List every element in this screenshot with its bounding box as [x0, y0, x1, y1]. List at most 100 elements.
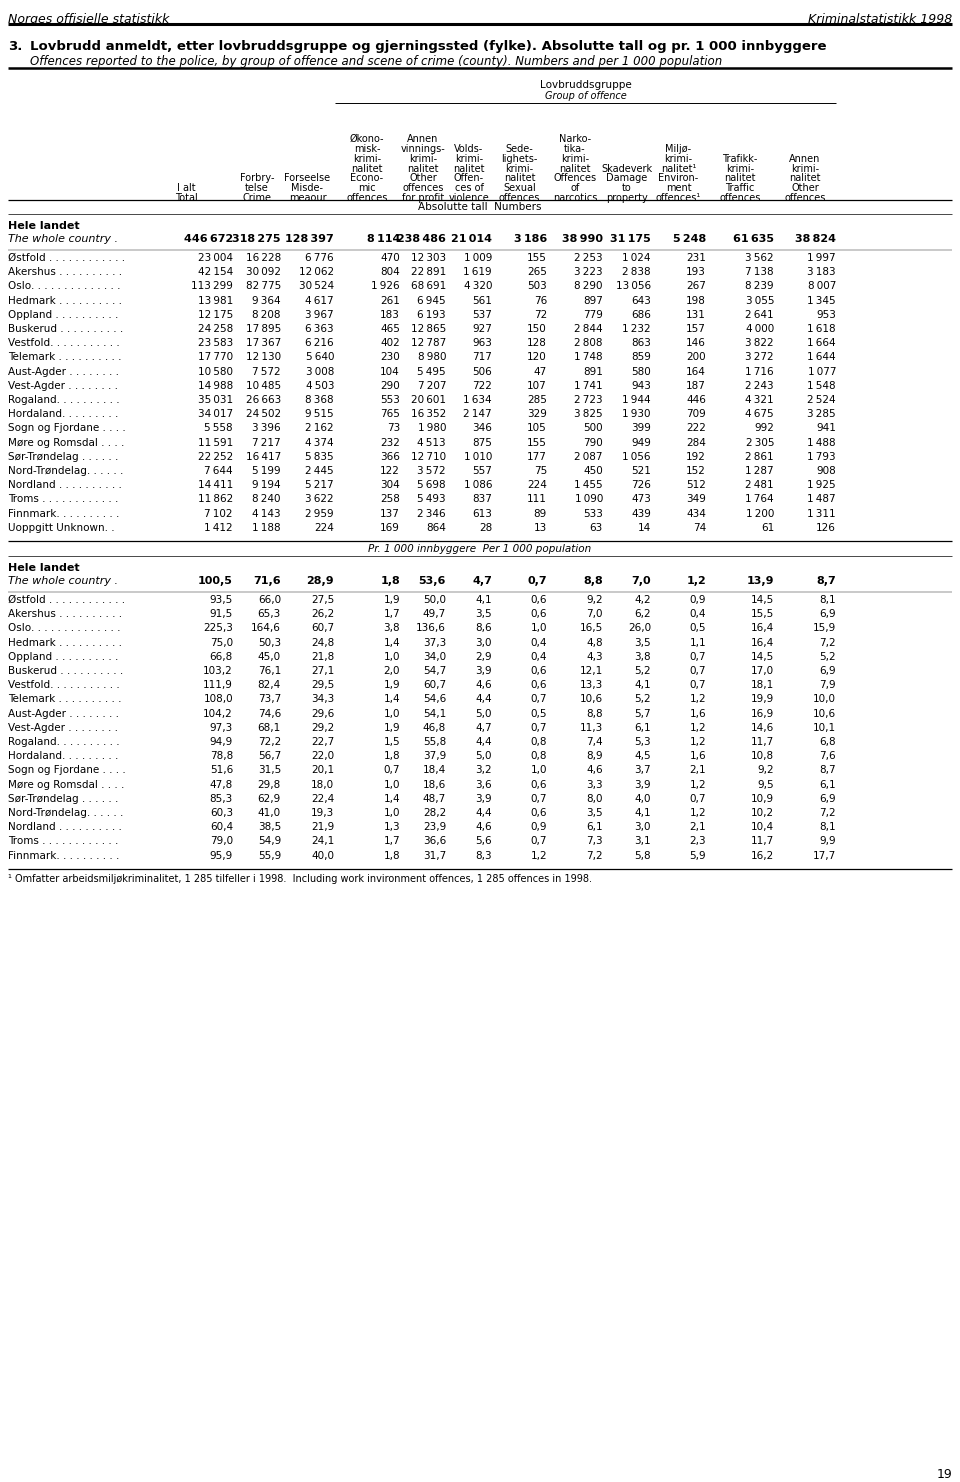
- Text: 29,8: 29,8: [257, 780, 281, 790]
- Text: Lovbrudd anmeldt, etter lovbruddsgruppe og gjerningssted (fylke). Absolutte tall: Lovbrudd anmeldt, etter lovbruddsgruppe …: [30, 40, 827, 53]
- Text: 45,0: 45,0: [258, 652, 281, 662]
- Text: 24 502: 24 502: [246, 409, 281, 419]
- Text: 1 090: 1 090: [575, 495, 603, 504]
- Text: 15,9: 15,9: [813, 624, 836, 633]
- Text: 643: 643: [631, 295, 651, 305]
- Text: 1,4: 1,4: [383, 794, 400, 803]
- Text: 38 824: 38 824: [795, 234, 836, 245]
- Text: 1,8: 1,8: [383, 851, 400, 861]
- Text: 16,4: 16,4: [751, 637, 774, 648]
- Text: krimi-: krimi-: [561, 154, 589, 165]
- Text: nalitet: nalitet: [407, 163, 439, 173]
- Text: 26,0: 26,0: [628, 624, 651, 633]
- Text: for profit: for profit: [402, 193, 444, 203]
- Text: 446: 446: [686, 396, 706, 405]
- Text: 5,0: 5,0: [475, 751, 492, 762]
- Text: 943: 943: [631, 381, 651, 391]
- Text: 68,1: 68,1: [257, 723, 281, 732]
- Text: 1,8: 1,8: [380, 576, 400, 585]
- Text: 402: 402: [380, 338, 400, 348]
- Text: 992: 992: [755, 424, 774, 433]
- Text: 0,5: 0,5: [689, 624, 706, 633]
- Text: 8 208: 8 208: [252, 310, 281, 320]
- Text: krimi-: krimi-: [353, 154, 381, 165]
- Text: 1 944: 1 944: [622, 396, 651, 405]
- Text: 54,7: 54,7: [422, 665, 446, 676]
- Text: 13: 13: [534, 523, 547, 534]
- Text: 2 243: 2 243: [745, 381, 774, 391]
- Text: 10,2: 10,2: [751, 808, 774, 818]
- Text: 8 239: 8 239: [745, 282, 774, 292]
- Text: nalitet: nalitet: [351, 163, 383, 173]
- Text: 17 770: 17 770: [198, 353, 233, 363]
- Text: 1,2: 1,2: [689, 737, 706, 747]
- Text: 93,5: 93,5: [209, 594, 233, 605]
- Text: 0,4: 0,4: [689, 609, 706, 619]
- Text: 9 364: 9 364: [252, 295, 281, 305]
- Text: 963: 963: [472, 338, 492, 348]
- Text: 285: 285: [527, 396, 547, 405]
- Text: 7,0: 7,0: [587, 609, 603, 619]
- Text: 14,5: 14,5: [751, 594, 774, 605]
- Text: 8,1: 8,1: [820, 823, 836, 833]
- Text: 1 412: 1 412: [204, 523, 233, 534]
- Text: 2,0: 2,0: [383, 665, 400, 676]
- Text: 72,2: 72,2: [257, 737, 281, 747]
- Text: 136,6: 136,6: [416, 624, 446, 633]
- Text: Telemark . . . . . . . . . .: Telemark . . . . . . . . . .: [8, 353, 122, 363]
- Text: 0,8: 0,8: [531, 751, 547, 762]
- Text: 1 548: 1 548: [807, 381, 836, 391]
- Text: 111: 111: [527, 495, 547, 504]
- Text: Misde-: Misde-: [292, 184, 324, 193]
- Text: 1,9: 1,9: [383, 680, 400, 691]
- Text: 1 980: 1 980: [418, 424, 446, 433]
- Text: 1 741: 1 741: [574, 381, 603, 391]
- Text: Rogaland. . . . . . . . . .: Rogaland. . . . . . . . . .: [8, 396, 120, 405]
- Text: 3,3: 3,3: [587, 780, 603, 790]
- Text: 1 188: 1 188: [252, 523, 281, 534]
- Text: 126: 126: [816, 523, 836, 534]
- Text: 1,4: 1,4: [383, 637, 400, 648]
- Text: 3,8: 3,8: [383, 624, 400, 633]
- Text: 450: 450: [584, 465, 603, 476]
- Text: 41,0: 41,0: [258, 808, 281, 818]
- Text: Hordaland. . . . . . . . .: Hordaland. . . . . . . . .: [8, 751, 118, 762]
- Text: 131: 131: [686, 310, 706, 320]
- Text: 60,3: 60,3: [210, 808, 233, 818]
- Text: 1 077: 1 077: [807, 366, 836, 376]
- Text: 6,1: 6,1: [587, 823, 603, 833]
- Text: 3,5: 3,5: [635, 637, 651, 648]
- Text: 155: 155: [527, 437, 547, 448]
- Text: 1,9: 1,9: [383, 723, 400, 732]
- Text: 0,6: 0,6: [531, 680, 547, 691]
- Text: 6 945: 6 945: [418, 295, 446, 305]
- Text: 4 503: 4 503: [305, 381, 334, 391]
- Text: 29,6: 29,6: [311, 708, 334, 719]
- Text: 113 299: 113 299: [191, 282, 233, 292]
- Text: 73: 73: [387, 424, 400, 433]
- Text: 63: 63: [589, 523, 603, 534]
- Text: 62,9: 62,9: [257, 794, 281, 803]
- Text: 4,8: 4,8: [587, 637, 603, 648]
- Text: 765: 765: [380, 409, 400, 419]
- Text: 3 285: 3 285: [807, 409, 836, 419]
- Text: 68 691: 68 691: [411, 282, 446, 292]
- Text: 128: 128: [527, 338, 547, 348]
- Text: 0,6: 0,6: [531, 594, 547, 605]
- Text: property: property: [606, 193, 648, 203]
- Text: 47,8: 47,8: [209, 780, 233, 790]
- Text: 7,3: 7,3: [587, 836, 603, 846]
- Text: 187: 187: [686, 381, 706, 391]
- Text: 1,0: 1,0: [531, 765, 547, 775]
- Text: 304: 304: [380, 480, 400, 491]
- Text: 150: 150: [527, 325, 547, 333]
- Text: Troms . . . . . . . . . . . .: Troms . . . . . . . . . . . .: [8, 836, 118, 846]
- Text: 3 572: 3 572: [418, 465, 446, 476]
- Text: Uoppgitt Unknown. .: Uoppgitt Unknown. .: [8, 523, 114, 534]
- Text: 804: 804: [380, 267, 400, 277]
- Text: offences: offences: [499, 193, 540, 203]
- Text: nalitet: nalitet: [560, 163, 590, 173]
- Text: 4 617: 4 617: [305, 295, 334, 305]
- Text: 4 000: 4 000: [746, 325, 774, 333]
- Text: 726: 726: [631, 480, 651, 491]
